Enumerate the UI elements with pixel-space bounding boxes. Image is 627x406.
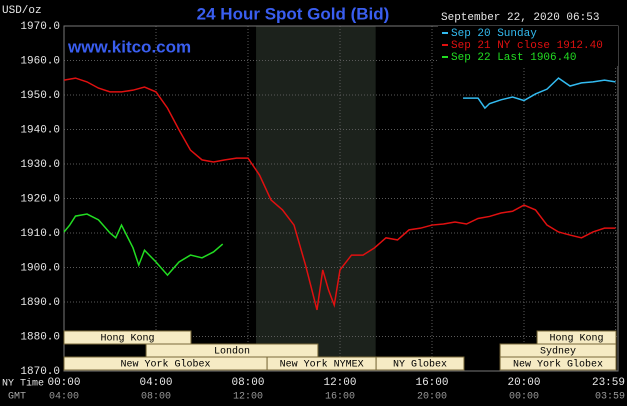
x-gmt-label: 12:00 [233, 392, 263, 403]
x-gmt-label: 16:00 [325, 392, 355, 403]
session-label: New York NYMEX [280, 359, 364, 371]
y-axis-label: USD/oz [2, 5, 42, 17]
x-tick-label: 23:59 [592, 377, 625, 389]
shaded-region [256, 26, 376, 371]
legend-label: Sep 22 Last 1906.40 [451, 52, 576, 64]
x-tick-label: 16:00 [415, 377, 448, 389]
price-line [463, 77, 616, 110]
session-box [499, 356, 617, 371]
price-line [63, 77, 616, 311]
y-tick-label: 1940.0 [20, 124, 60, 136]
chart-title: 24 Hour Spot Gold (Bid) [197, 4, 390, 23]
y-tick-label: 1970.0 [20, 21, 60, 33]
legend-label: Sep 21 NY close 1912.40 [451, 40, 603, 52]
x-row-label: NY Time [2, 378, 44, 390]
x-gmt-label: 03:59 [595, 392, 625, 403]
session-box [375, 356, 465, 371]
y-tick-label: 1930.0 [20, 159, 60, 171]
x-tick-label: 08:00 [231, 377, 264, 389]
session-label: New York Globex [121, 359, 211, 371]
plot-frame [63, 25, 619, 372]
timestamp: September 22, 2020 06:53 [441, 12, 599, 24]
session-box [63, 330, 192, 345]
y-tick-label: 1960.0 [20, 55, 60, 67]
x-tick-label: 12:00 [323, 377, 356, 389]
session-label: Hong Kong [550, 334, 604, 345]
x-tick-label: 00:00 [47, 377, 80, 389]
y-tick-label: 1950.0 [20, 90, 60, 102]
y-tick-label: 1890.0 [20, 297, 60, 309]
session-label: New York Globex [513, 359, 603, 371]
x-tick-label: 04:00 [139, 377, 172, 389]
price-line [63, 213, 224, 277]
session-label: London [214, 346, 250, 358]
legend-label: Sep 20 Sunday [451, 28, 537, 40]
x-gmt-label: 20:00 [417, 392, 447, 403]
x-gmt-label: 00:00 [509, 392, 539, 403]
y-tick-label: 1870.0 [20, 366, 60, 378]
y-tick-label: 1910.0 [20, 228, 60, 240]
session-label: Sydney [540, 346, 576, 358]
watermark: www.kitco.com [67, 37, 191, 56]
y-tick-label: 1920.0 [20, 193, 60, 205]
session-label: NY Globex [393, 359, 447, 371]
x-gmt-label: 04:00 [49, 392, 79, 403]
y-tick-label: 1900.0 [20, 262, 60, 274]
legend-box [438, 26, 618, 66]
session-label: Hong Kong [100, 334, 154, 345]
x-gmt-label: 08:00 [141, 392, 171, 403]
x-tick-label: 20:00 [507, 377, 540, 389]
y-tick-label: 1880.0 [20, 331, 60, 343]
x-row-label: GMT [8, 392, 26, 403]
